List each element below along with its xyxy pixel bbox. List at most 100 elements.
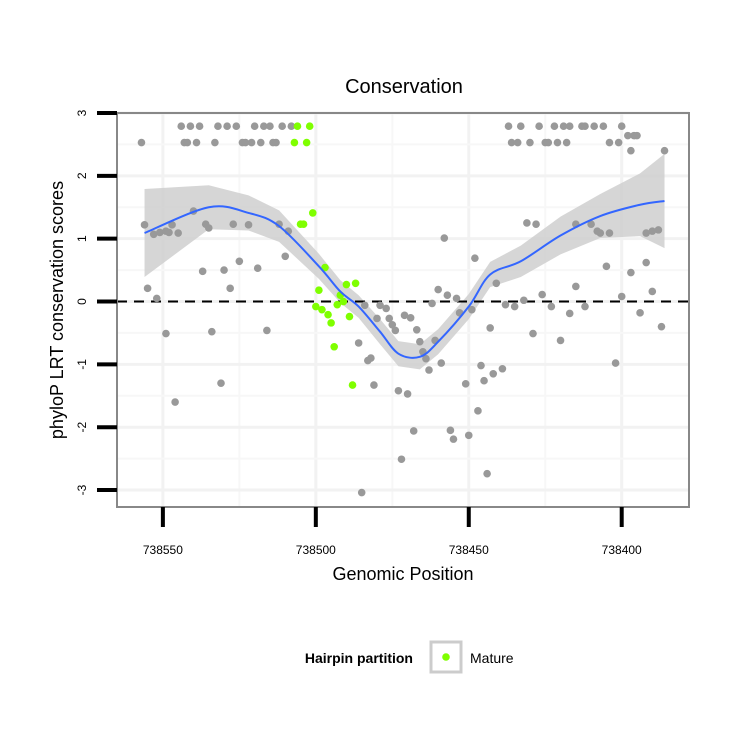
point-other: [581, 122, 589, 130]
y-tick-label: 0: [75, 298, 89, 305]
point-other: [627, 268, 635, 277]
point-other: [535, 122, 543, 130]
x-tick-label: 738500: [296, 543, 336, 557]
point-mature: [324, 310, 332, 319]
point-other: [229, 220, 238, 229]
point-other: [425, 366, 433, 374]
point-mature: [321, 263, 329, 272]
point-other: [452, 294, 461, 303]
x-tick-label: 738400: [602, 543, 642, 557]
point-mature: [293, 122, 302, 130]
point-other: [186, 122, 195, 130]
legend-key-mature: [442, 653, 450, 661]
point-other: [510, 302, 519, 311]
point-other: [162, 329, 170, 338]
point-other: [416, 337, 424, 346]
point-other: [633, 131, 641, 140]
point-other: [513, 138, 522, 147]
point-other: [477, 361, 485, 370]
point-other: [504, 122, 513, 130]
point-mature: [333, 300, 342, 309]
point-other: [648, 227, 657, 235]
point-other: [214, 122, 222, 130]
point-other: [590, 122, 598, 130]
x-axis: 738550 738500 738450 738400: [143, 507, 642, 557]
point-other: [468, 305, 476, 314]
point-other: [140, 221, 149, 229]
point-other: [391, 326, 400, 335]
plot-panel: [117, 113, 689, 507]
point-other: [287, 122, 296, 130]
point-other: [464, 431, 473, 440]
point-other: [204, 224, 213, 232]
y-tick-label: 2: [75, 172, 89, 179]
point-other: [385, 314, 394, 323]
point-other: [388, 320, 397, 329]
point-other: [198, 267, 207, 276]
point-other: [544, 138, 553, 147]
point-other: [446, 426, 455, 435]
point-mature: [345, 312, 354, 321]
legend: Hairpin partition Mature: [305, 640, 514, 674]
point-mature: [315, 286, 323, 295]
point-other: [149, 230, 158, 239]
point-other: [581, 302, 589, 311]
point-other: [449, 435, 458, 443]
point-other: [357, 488, 366, 497]
point-mature: [339, 297, 348, 306]
point-other: [192, 138, 201, 147]
legend-title: Hairpin partition: [305, 650, 413, 666]
point-mature: [290, 138, 299, 147]
point-other: [587, 220, 595, 229]
point-other: [260, 122, 268, 130]
point-other: [443, 291, 452, 300]
point-other: [253, 264, 262, 273]
point-other: [617, 292, 626, 301]
point-other: [278, 122, 286, 130]
point-mature: [351, 279, 360, 288]
point-other: [437, 359, 446, 367]
point-other: [523, 219, 531, 227]
point-other: [422, 354, 430, 363]
point-other: [501, 300, 510, 309]
point-other: [247, 138, 256, 147]
point-mature: [348, 381, 357, 389]
point-other: [657, 322, 666, 331]
point-other: [412, 325, 421, 334]
point-other: [382, 304, 390, 313]
point-other: [486, 324, 494, 332]
point-other: [137, 138, 146, 147]
point-other: [602, 262, 611, 271]
point-other: [550, 122, 559, 130]
point-other: [471, 254, 479, 262]
point-other: [400, 311, 409, 320]
point-other: [624, 131, 632, 140]
point-other: [474, 407, 482, 415]
point-other: [627, 146, 635, 155]
point-other: [256, 138, 265, 147]
point-other: [642, 258, 650, 267]
point-other: [605, 138, 614, 147]
point-mature: [305, 122, 314, 130]
point-other: [241, 138, 250, 147]
point-other: [156, 228, 164, 237]
point-other: [174, 229, 182, 237]
point-other: [373, 314, 381, 323]
point-other: [177, 122, 186, 130]
panel-border: [116, 112, 690, 508]
point-other: [220, 266, 228, 274]
point-other: [648, 287, 657, 296]
y-tick-label: -2: [75, 422, 89, 433]
point-other: [171, 398, 179, 406]
point-other: [354, 339, 363, 347]
point-other: [376, 301, 384, 310]
point-other: [403, 390, 412, 398]
point-other: [168, 221, 176, 229]
y-axis-label: phyloP LRT conservation scores: [47, 181, 67, 439]
point-other: [553, 138, 562, 147]
point-other: [195, 122, 204, 130]
point-other: [275, 220, 283, 229]
point-other: [232, 122, 241, 130]
point-other: [217, 379, 225, 388]
point-other: [489, 369, 498, 378]
